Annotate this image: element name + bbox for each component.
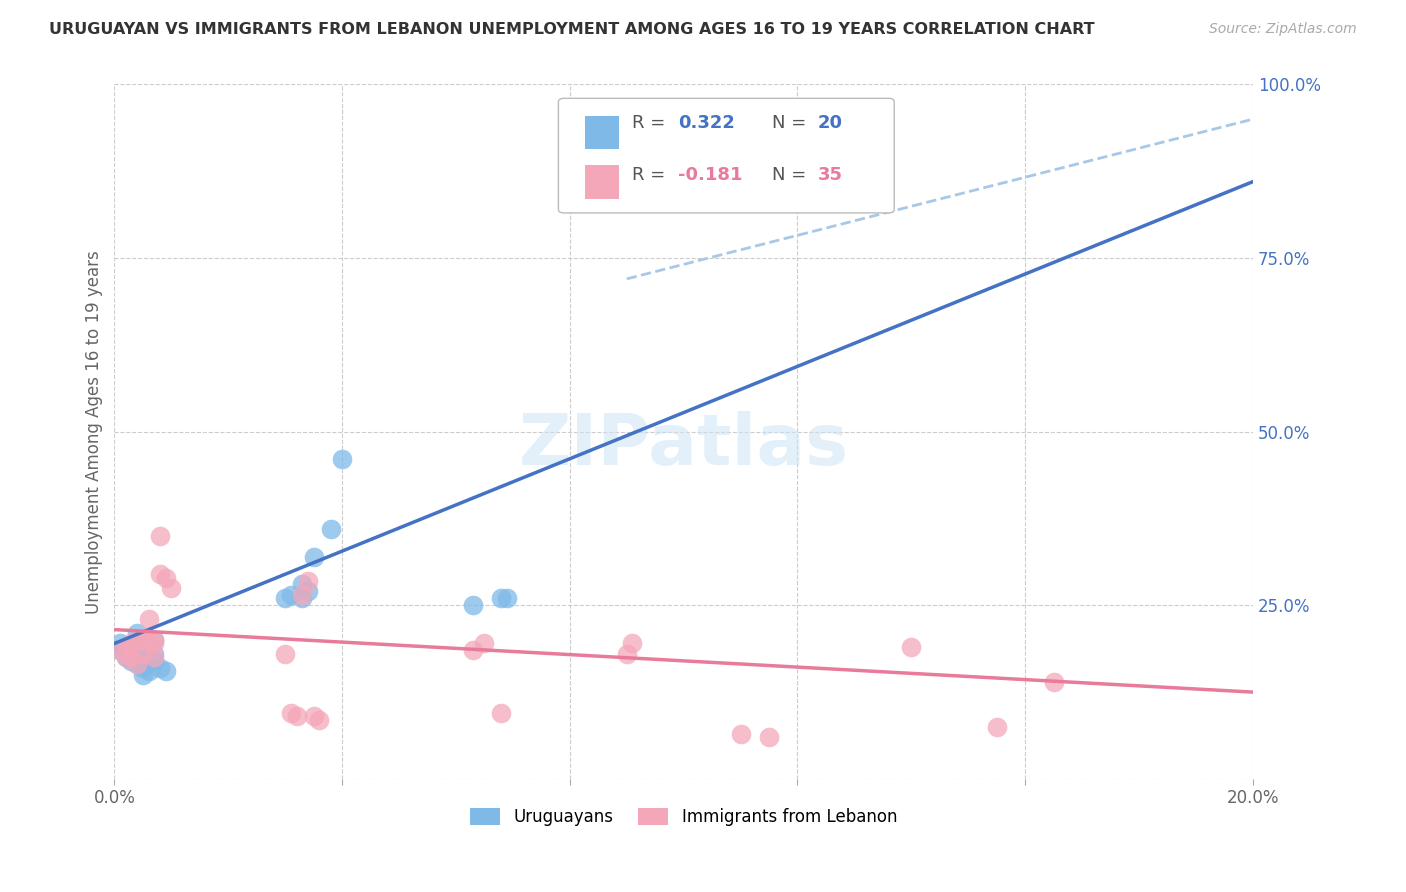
Point (121, 650, 143, 665)
Point (127, 657, 149, 672)
Text: ZIPatlas: ZIPatlas (519, 411, 849, 480)
Point (474, 636, 496, 650)
Legend: Uruguayans, Immigrants from Lebanon: Uruguayans, Immigrants from Lebanon (464, 802, 904, 833)
Point (155, 665, 177, 679)
Point (143, 633, 166, 648)
Point (114, 640, 136, 654)
Point (491, 706, 513, 720)
Text: R =: R = (633, 166, 672, 184)
Text: R =: R = (633, 114, 672, 132)
Point (143, 654, 166, 668)
Point (127, 626, 149, 640)
Point (297, 584, 319, 599)
Point (986, 720, 1008, 734)
Point (132, 633, 155, 648)
Point (461, 599, 484, 613)
Point (114, 643, 136, 657)
Point (758, 731, 780, 745)
Point (496, 591, 519, 606)
Text: -0.181: -0.181 (678, 166, 742, 184)
Point (302, 549, 325, 564)
Point (143, 633, 166, 648)
Point (132, 647, 155, 661)
Point (108, 643, 131, 657)
Text: 0.322: 0.322 (678, 114, 735, 132)
Point (143, 650, 166, 665)
Point (138, 612, 160, 626)
Point (114, 650, 136, 665)
Point (319, 522, 342, 536)
Point (121, 640, 143, 654)
Point (132, 667, 155, 681)
Point (302, 709, 325, 723)
Point (149, 567, 172, 582)
Text: Source: ZipAtlas.com: Source: ZipAtlas.com (1209, 22, 1357, 37)
Text: N =: N = (772, 166, 813, 184)
Point (291, 577, 314, 591)
Point (138, 636, 160, 650)
Point (108, 636, 131, 650)
FancyBboxPatch shape (558, 98, 894, 213)
Point (132, 647, 155, 661)
Point (330, 452, 353, 467)
Point (730, 727, 752, 741)
Point (280, 588, 302, 602)
Point (114, 650, 136, 665)
Point (1042, 674, 1064, 689)
Point (149, 661, 172, 675)
Point (616, 647, 638, 661)
Point (297, 574, 319, 588)
Point (155, 570, 177, 584)
Y-axis label: Unemployment Among Ages 16 to 19 years: Unemployment Among Ages 16 to 19 years (86, 250, 103, 614)
Text: URUGUAYAN VS IMMIGRANTS FROM LEBANON UNEMPLOYMENT AMONG AGES 16 TO 19 YEARS CORR: URUGUAYAN VS IMMIGRANTS FROM LEBANON UNE… (49, 22, 1095, 37)
Point (127, 633, 149, 648)
Point (160, 581, 183, 595)
Point (143, 636, 166, 650)
Point (108, 643, 131, 657)
Point (274, 591, 297, 606)
Point (138, 665, 160, 679)
Point (127, 657, 149, 672)
Point (291, 588, 314, 602)
Bar (585, 116, 619, 149)
Point (127, 650, 149, 665)
Point (121, 636, 143, 650)
Point (621, 636, 644, 650)
Point (149, 529, 172, 543)
Point (491, 591, 513, 606)
Point (143, 647, 166, 661)
Point (900, 640, 922, 654)
Point (280, 706, 302, 720)
Text: 35: 35 (818, 166, 844, 184)
Text: 20: 20 (818, 114, 844, 132)
Bar (585, 165, 619, 199)
Point (461, 643, 484, 657)
Point (285, 709, 308, 723)
Point (291, 591, 314, 606)
Point (274, 647, 297, 661)
Point (308, 713, 330, 727)
Point (132, 661, 155, 675)
Text: N =: N = (772, 114, 813, 132)
Point (138, 640, 160, 654)
Point (121, 654, 143, 668)
